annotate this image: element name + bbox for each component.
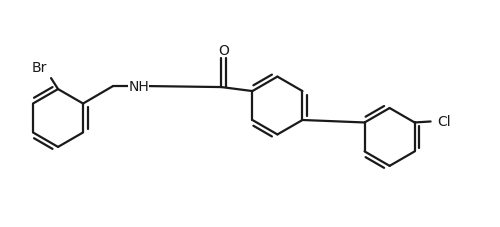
- Text: O: O: [218, 44, 229, 58]
- Text: Cl: Cl: [437, 115, 450, 129]
- Text: Br: Br: [32, 61, 48, 75]
- Text: NH: NH: [128, 80, 150, 94]
